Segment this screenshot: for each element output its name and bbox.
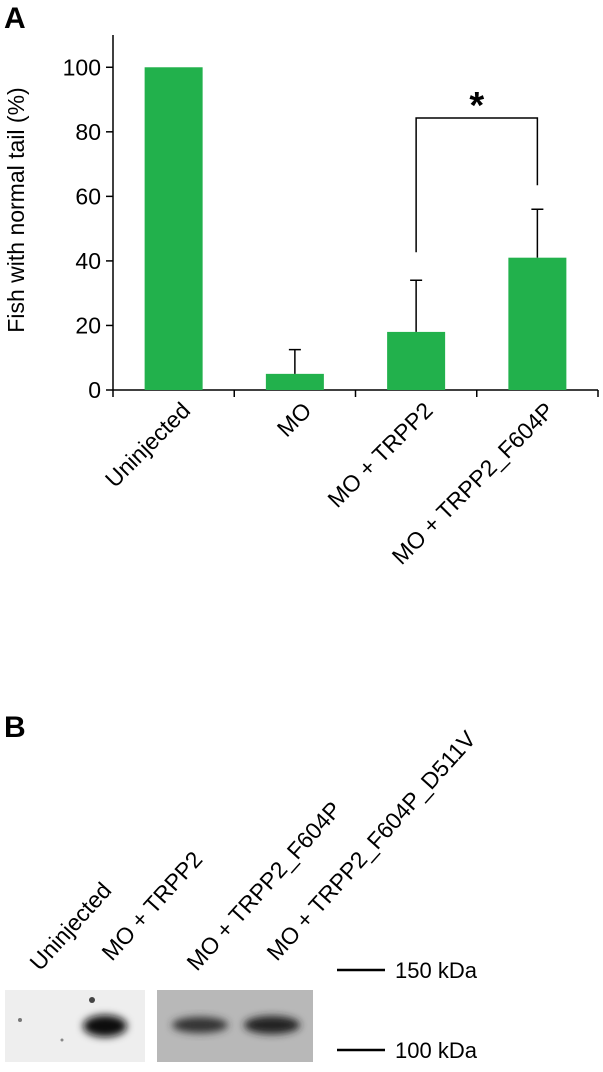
error-bar (410, 279, 423, 332)
blot-image (5, 990, 313, 1062)
y-tick-label: 60 (75, 183, 101, 209)
x-tick-label: MO + TRPP2 (322, 397, 437, 512)
y-tick-label: 20 (75, 312, 101, 338)
y-axis-label: Fish with normal tail (%) (3, 87, 29, 332)
x-tick-label: Uninjected (100, 397, 195, 492)
lane-label: Uninjected (24, 877, 116, 975)
y-tick-label: 40 (75, 248, 101, 274)
error-bar (531, 208, 544, 258)
annotation: * (469, 85, 484, 127)
x-tick-label: MO (272, 397, 317, 442)
bar (144, 67, 203, 390)
bar (265, 373, 324, 390)
y-tick-label: 80 (75, 119, 101, 145)
panel-label: A (4, 2, 26, 35)
panel-label: B (4, 711, 26, 744)
marker-label: 150 kDa (395, 958, 478, 983)
y-tick-label: 100 (63, 54, 101, 80)
significance-bracket (415, 117, 539, 253)
error-bar (288, 348, 301, 374)
y-tick-label: 0 (88, 377, 101, 403)
marker-label: 100 kDa (395, 1038, 478, 1063)
bar (508, 257, 567, 390)
bar (387, 331, 446, 390)
